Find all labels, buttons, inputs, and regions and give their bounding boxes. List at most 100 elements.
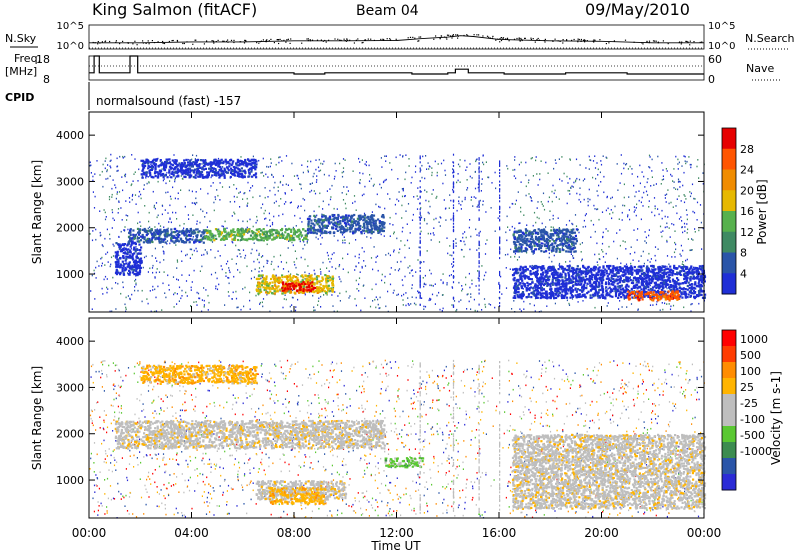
scatter-mark	[269, 219, 271, 221]
scatter-mark	[285, 201, 287, 203]
region-mark	[176, 239, 179, 242]
region-mark	[274, 275, 277, 278]
scatter-mark	[446, 237, 448, 239]
region-mark	[118, 245, 121, 248]
scatter-mark	[320, 306, 322, 308]
scatter-mark	[441, 310, 443, 312]
scatter-mark	[437, 163, 439, 165]
region-mark	[520, 247, 523, 250]
streak-mark	[452, 204, 455, 207]
region-mark	[233, 231, 236, 234]
streak-mark	[452, 216, 455, 219]
scatter-mark	[283, 203, 286, 205]
region-mark	[250, 163, 253, 166]
scatter-mark	[402, 304, 404, 306]
region-mark	[162, 172, 165, 176]
scatter-mark	[339, 162, 341, 165]
scatter-mark	[132, 180, 134, 182]
nsky-point	[301, 42, 303, 44]
streak-mark	[478, 292, 480, 295]
scatter-mark	[342, 241, 344, 244]
scatter-mark	[149, 290, 151, 292]
scatter-mark	[395, 212, 397, 215]
scatter-mark	[156, 268, 158, 270]
region-mark	[204, 163, 207, 166]
scatter-mark	[186, 253, 188, 256]
region-mark	[272, 233, 275, 236]
region-mark	[277, 276, 280, 279]
region-mark	[133, 264, 137, 267]
scatter-mark	[599, 171, 601, 174]
scatter-mark	[596, 242, 598, 245]
region-mark	[209, 165, 212, 168]
scatter-mark	[342, 268, 344, 270]
scatter-mark	[404, 178, 406, 181]
streak-mark	[499, 228, 501, 231]
scatter-mark	[125, 214, 127, 217]
scatter-mark	[190, 286, 192, 289]
scatter-mark	[683, 222, 686, 225]
scatter-mark	[203, 287, 205, 289]
scatter-mark	[619, 300, 621, 302]
scatter-mark	[678, 195, 680, 197]
scatter-mark	[427, 211, 429, 214]
scatter-mark	[348, 242, 350, 245]
region-mark	[128, 264, 131, 268]
scatter-mark	[101, 256, 103, 259]
region-mark	[561, 235, 564, 238]
region-mark	[240, 175, 243, 178]
scatter-mark	[117, 169, 119, 172]
region-mark	[382, 223, 386, 226]
streak-mark	[499, 165, 501, 167]
scatter-mark	[273, 202, 275, 204]
scatter-mark	[212, 182, 214, 184]
region-mark	[512, 241, 516, 244]
scatter-mark	[282, 306, 284, 309]
nsky-point	[537, 37, 539, 40]
scatter-mark	[576, 192, 578, 195]
region-mark	[199, 159, 202, 162]
nsky-point	[287, 38, 289, 40]
scatter-mark	[389, 162, 391, 164]
region-mark	[197, 175, 200, 178]
scatter-mark	[262, 157, 264, 160]
region-mark	[353, 213, 356, 217]
region-mark	[169, 167, 172, 170]
region-mark	[188, 229, 191, 233]
scatter-mark	[111, 187, 113, 190]
nsky-point	[506, 38, 508, 40]
scatter-mark	[181, 274, 183, 276]
scatter-mark	[596, 162, 598, 164]
nsky-point	[443, 36, 446, 38]
scatter-mark	[624, 204, 626, 207]
scatter-mark	[355, 304, 357, 307]
region-mark	[180, 165, 183, 168]
region-mark	[262, 228, 265, 231]
region-mark	[164, 231, 167, 234]
region-mark	[276, 229, 279, 233]
scatter-mark	[225, 163, 227, 166]
scatter-mark	[206, 252, 208, 255]
scatter-mark	[571, 222, 573, 225]
scatter-mark	[238, 249, 241, 251]
region-mark	[320, 231, 324, 234]
nsky-point	[153, 42, 156, 44]
scatter-mark	[261, 301, 263, 304]
region-mark	[279, 281, 282, 284]
region-mark	[203, 164, 206, 168]
scatter-mark	[472, 205, 474, 207]
region-mark	[260, 229, 263, 232]
region-mark	[168, 171, 171, 174]
scatter-mark	[555, 234, 558, 237]
region-mark	[551, 238, 554, 241]
scatter-mark	[514, 252, 516, 255]
region-mark	[125, 262, 128, 265]
scatter-mark	[109, 238, 111, 240]
scatter-mark	[112, 217, 114, 220]
region-mark	[235, 233, 238, 237]
region-mark	[561, 248, 564, 251]
region-mark	[303, 283, 307, 286]
scatter-mark	[239, 206, 241, 208]
scatter-mark	[494, 230, 496, 232]
streak-mark	[452, 181, 455, 184]
